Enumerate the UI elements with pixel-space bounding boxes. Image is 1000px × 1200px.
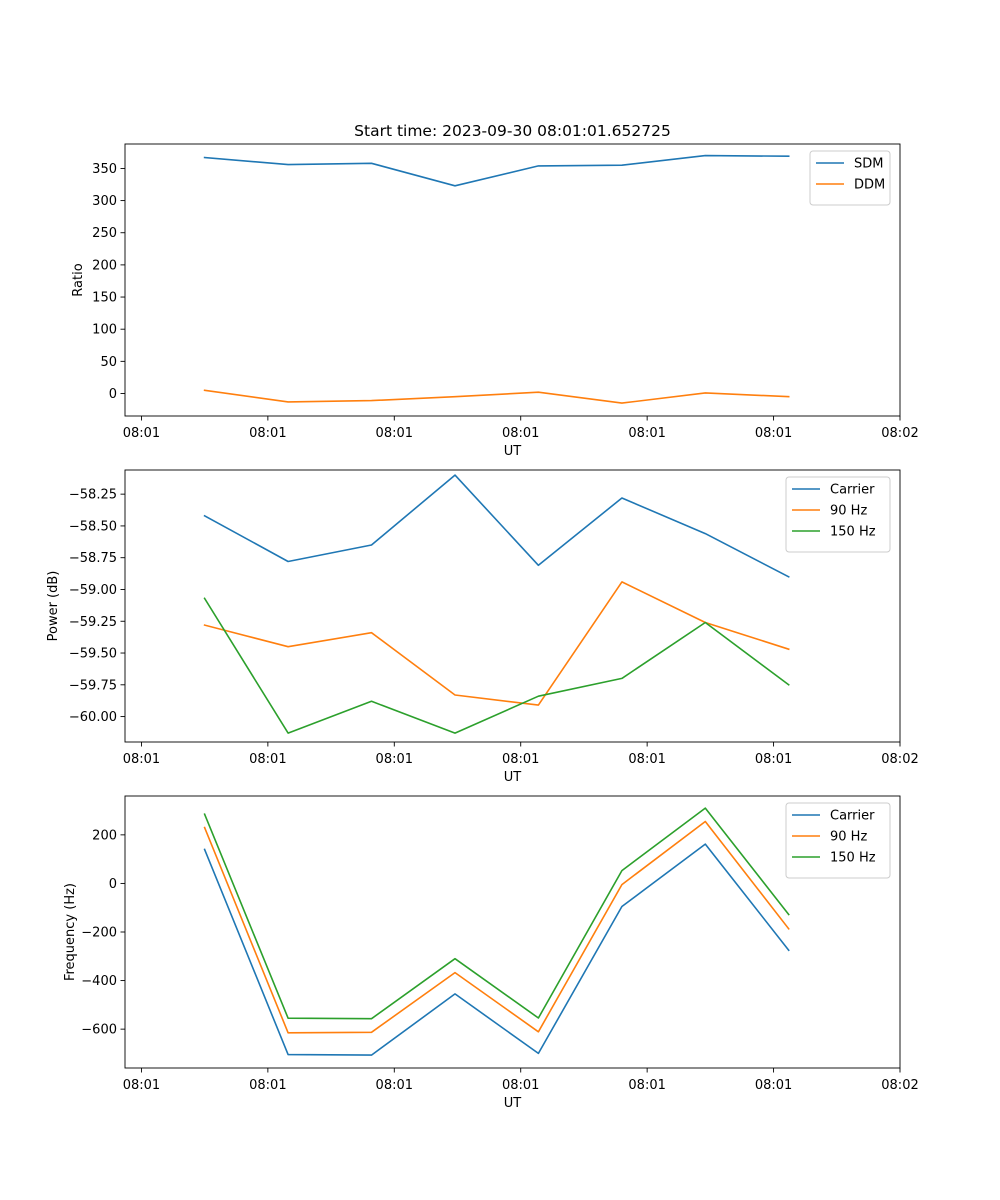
y-axis-label: Frequency (Hz) [63, 883, 78, 981]
series-line-90-hz [203, 820, 790, 1034]
series-line-carrier [203, 474, 790, 578]
legend-label: Carrier [830, 483, 875, 498]
y-tick-label: −60.00 [69, 710, 117, 725]
y-tick-label: 300 [92, 194, 117, 209]
axes-frame [124, 143, 901, 417]
x-axis-label: UT [504, 1096, 522, 1111]
legend-box [785, 476, 891, 553]
x-axis-label: UT [504, 770, 522, 785]
x-tick-label: 08:01 [376, 1078, 413, 1093]
y-tick-label: −58.50 [69, 519, 117, 534]
legend-box [785, 802, 891, 879]
y-tick-label: 0 [109, 387, 117, 402]
x-tick-label: 08:02 [881, 426, 918, 441]
x-tick-label: 08:01 [249, 1078, 286, 1093]
legend-label: DDM [854, 178, 885, 193]
series-lines [203, 154, 790, 404]
y-axis-label: Power (dB) [46, 571, 61, 642]
x-tick-label: 08:02 [881, 1078, 918, 1093]
chart-panel-2: 08:01 08:01 08:01 08:01 08:01 08:01 08:02 UT −60… [46, 469, 919, 785]
y-tick-label: 200 [92, 828, 117, 843]
y-tick-label: −200 [81, 926, 117, 941]
series-lines [203, 807, 790, 1056]
x-tick-label: 08:01 [628, 426, 665, 441]
y-tick-label: −600 [81, 1023, 117, 1038]
x-tick-label: 08:01 [249, 426, 286, 441]
x-tick-label: 08:01 [628, 1078, 665, 1093]
legend-box [809, 150, 891, 206]
chart-title: Start time: 2023-09-30 08:01:01.652725 [354, 122, 671, 140]
x-tick-label: 08:01 [123, 1078, 160, 1093]
series-line-150-hz [203, 807, 790, 1020]
y-tick-label: 0 [109, 877, 117, 892]
series-line-ddm [203, 389, 790, 404]
x-tick-label: 08:01 [755, 1078, 792, 1093]
x-tick-label: 08:01 [249, 752, 286, 767]
x-axis-label: UT [504, 444, 522, 459]
legend-label: 90 Hz [830, 504, 867, 519]
y-tick-label: 50 [100, 355, 117, 370]
x-tick-label: 08:01 [755, 426, 792, 441]
axes-frame [124, 469, 901, 743]
x-tick-label: 08:01 [376, 426, 413, 441]
y-tick-label: −59.50 [69, 647, 117, 662]
chart-panel-1: Start time: 2023-09-30 08:01:01.652725 08… [71, 122, 919, 459]
y-tick-label: −59.00 [69, 583, 117, 598]
x-tick-label: 08:01 [123, 752, 160, 767]
y-tick-label: 350 [92, 162, 117, 177]
x-tick-label: 08:01 [755, 752, 792, 767]
legend: Carrier 90 Hz 150 Hz [785, 476, 891, 553]
chart-panel-3: 08:01 08:01 08:01 08:01 08:01 08:01 08:02 UT −60… [63, 795, 919, 1111]
y-tick-label: −58.75 [69, 551, 117, 566]
x-tick-label: 08:01 [502, 426, 539, 441]
y-tick-label: 250 [92, 226, 117, 241]
y-tick-label: −58.25 [69, 488, 117, 503]
x-tick-label: 08:01 [628, 752, 665, 767]
x-tick-label: 08:01 [502, 752, 539, 767]
legend-label: SDM [854, 157, 883, 172]
series-line-carrier [203, 843, 790, 1056]
legend: SDM DDM [809, 150, 891, 206]
y-tick-label: −59.75 [69, 678, 117, 693]
legend-label: Carrier [830, 809, 875, 824]
series-line-90-hz [203, 581, 790, 706]
series-line-150-hz [203, 597, 790, 734]
x-tick-label: 08:02 [881, 752, 918, 767]
legend-label: 150 Hz [830, 525, 876, 540]
x-tick-label: 08:01 [123, 426, 160, 441]
series-lines [203, 474, 790, 734]
legend: Carrier 90 Hz 150 Hz [785, 802, 891, 879]
y-tick-label: 150 [92, 291, 117, 306]
y-tick-label: −400 [81, 974, 117, 989]
legend-label: 150 Hz [830, 851, 876, 866]
y-axis-label: Ratio [71, 263, 86, 296]
legend-label: 90 Hz [830, 830, 867, 845]
series-line-sdm [203, 154, 790, 187]
y-tick-label: −59.25 [69, 615, 117, 630]
plots: Start time: 2023-09-30 08:01:01.652725 08… [46, 122, 919, 1111]
y-tick-label: 200 [92, 258, 117, 273]
y-tick-label: 100 [92, 323, 117, 338]
x-tick-label: 08:01 [502, 1078, 539, 1093]
x-tick-label: 08:01 [376, 752, 413, 767]
